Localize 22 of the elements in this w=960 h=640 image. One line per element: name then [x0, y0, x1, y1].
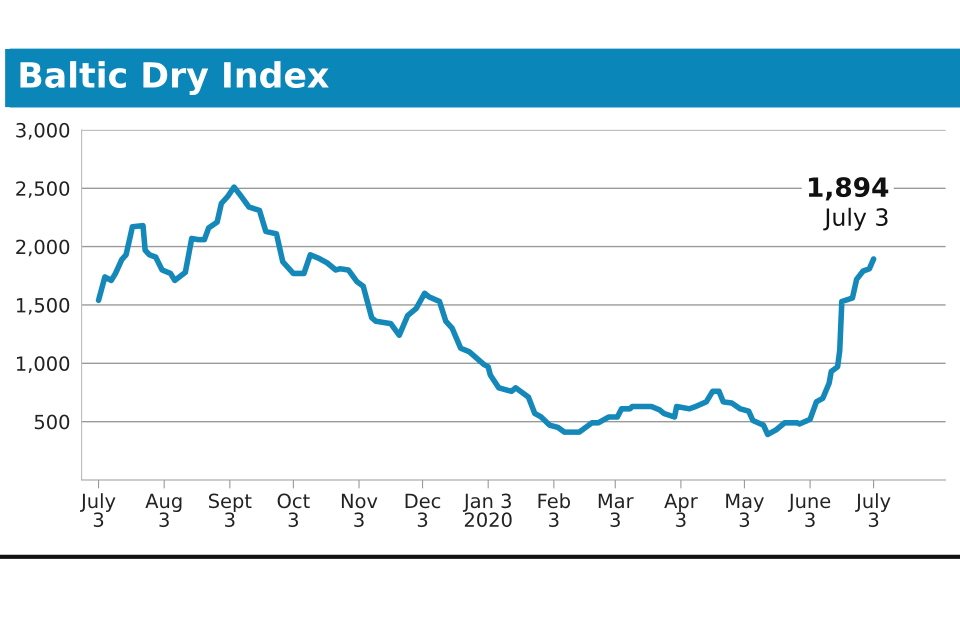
x-tick-label: Jan 3 2020: [462, 494, 512, 528]
y-tick-label: 1,000: [16, 356, 70, 373]
x-tick-label: Mar 3: [598, 494, 634, 528]
y-tick-label: 500: [34, 414, 70, 430]
chart-title: Baltic Dry Index: [20, 61, 329, 96]
y-tick-label: 2,000: [16, 240, 70, 256]
x-tick-label: Sept 3: [208, 494, 252, 528]
x-tick-label: July 3: [80, 493, 116, 528]
x-tick-label: Apr 3: [664, 494, 698, 528]
x-tick-label: May 3: [726, 494, 764, 528]
y-tick-label: 3,000: [16, 122, 70, 140]
x-tick-label: Dec 3: [406, 494, 440, 528]
x-tick-label: July 3: [855, 493, 891, 528]
x-tick-label: Nov 3: [342, 494, 378, 528]
x-tick-label: Feb 3: [538, 493, 570, 528]
annotation: July 3: [823, 208, 888, 231]
annotation: 1,894: [808, 177, 888, 200]
y-tick-label: 1,500: [16, 298, 70, 315]
x-tick-label: Oct 3: [278, 494, 310, 528]
x-tick-label: June 3: [788, 494, 830, 528]
y-tick-label: 2,500: [16, 181, 70, 198]
x-tick-label: Aug 3: [145, 494, 182, 528]
